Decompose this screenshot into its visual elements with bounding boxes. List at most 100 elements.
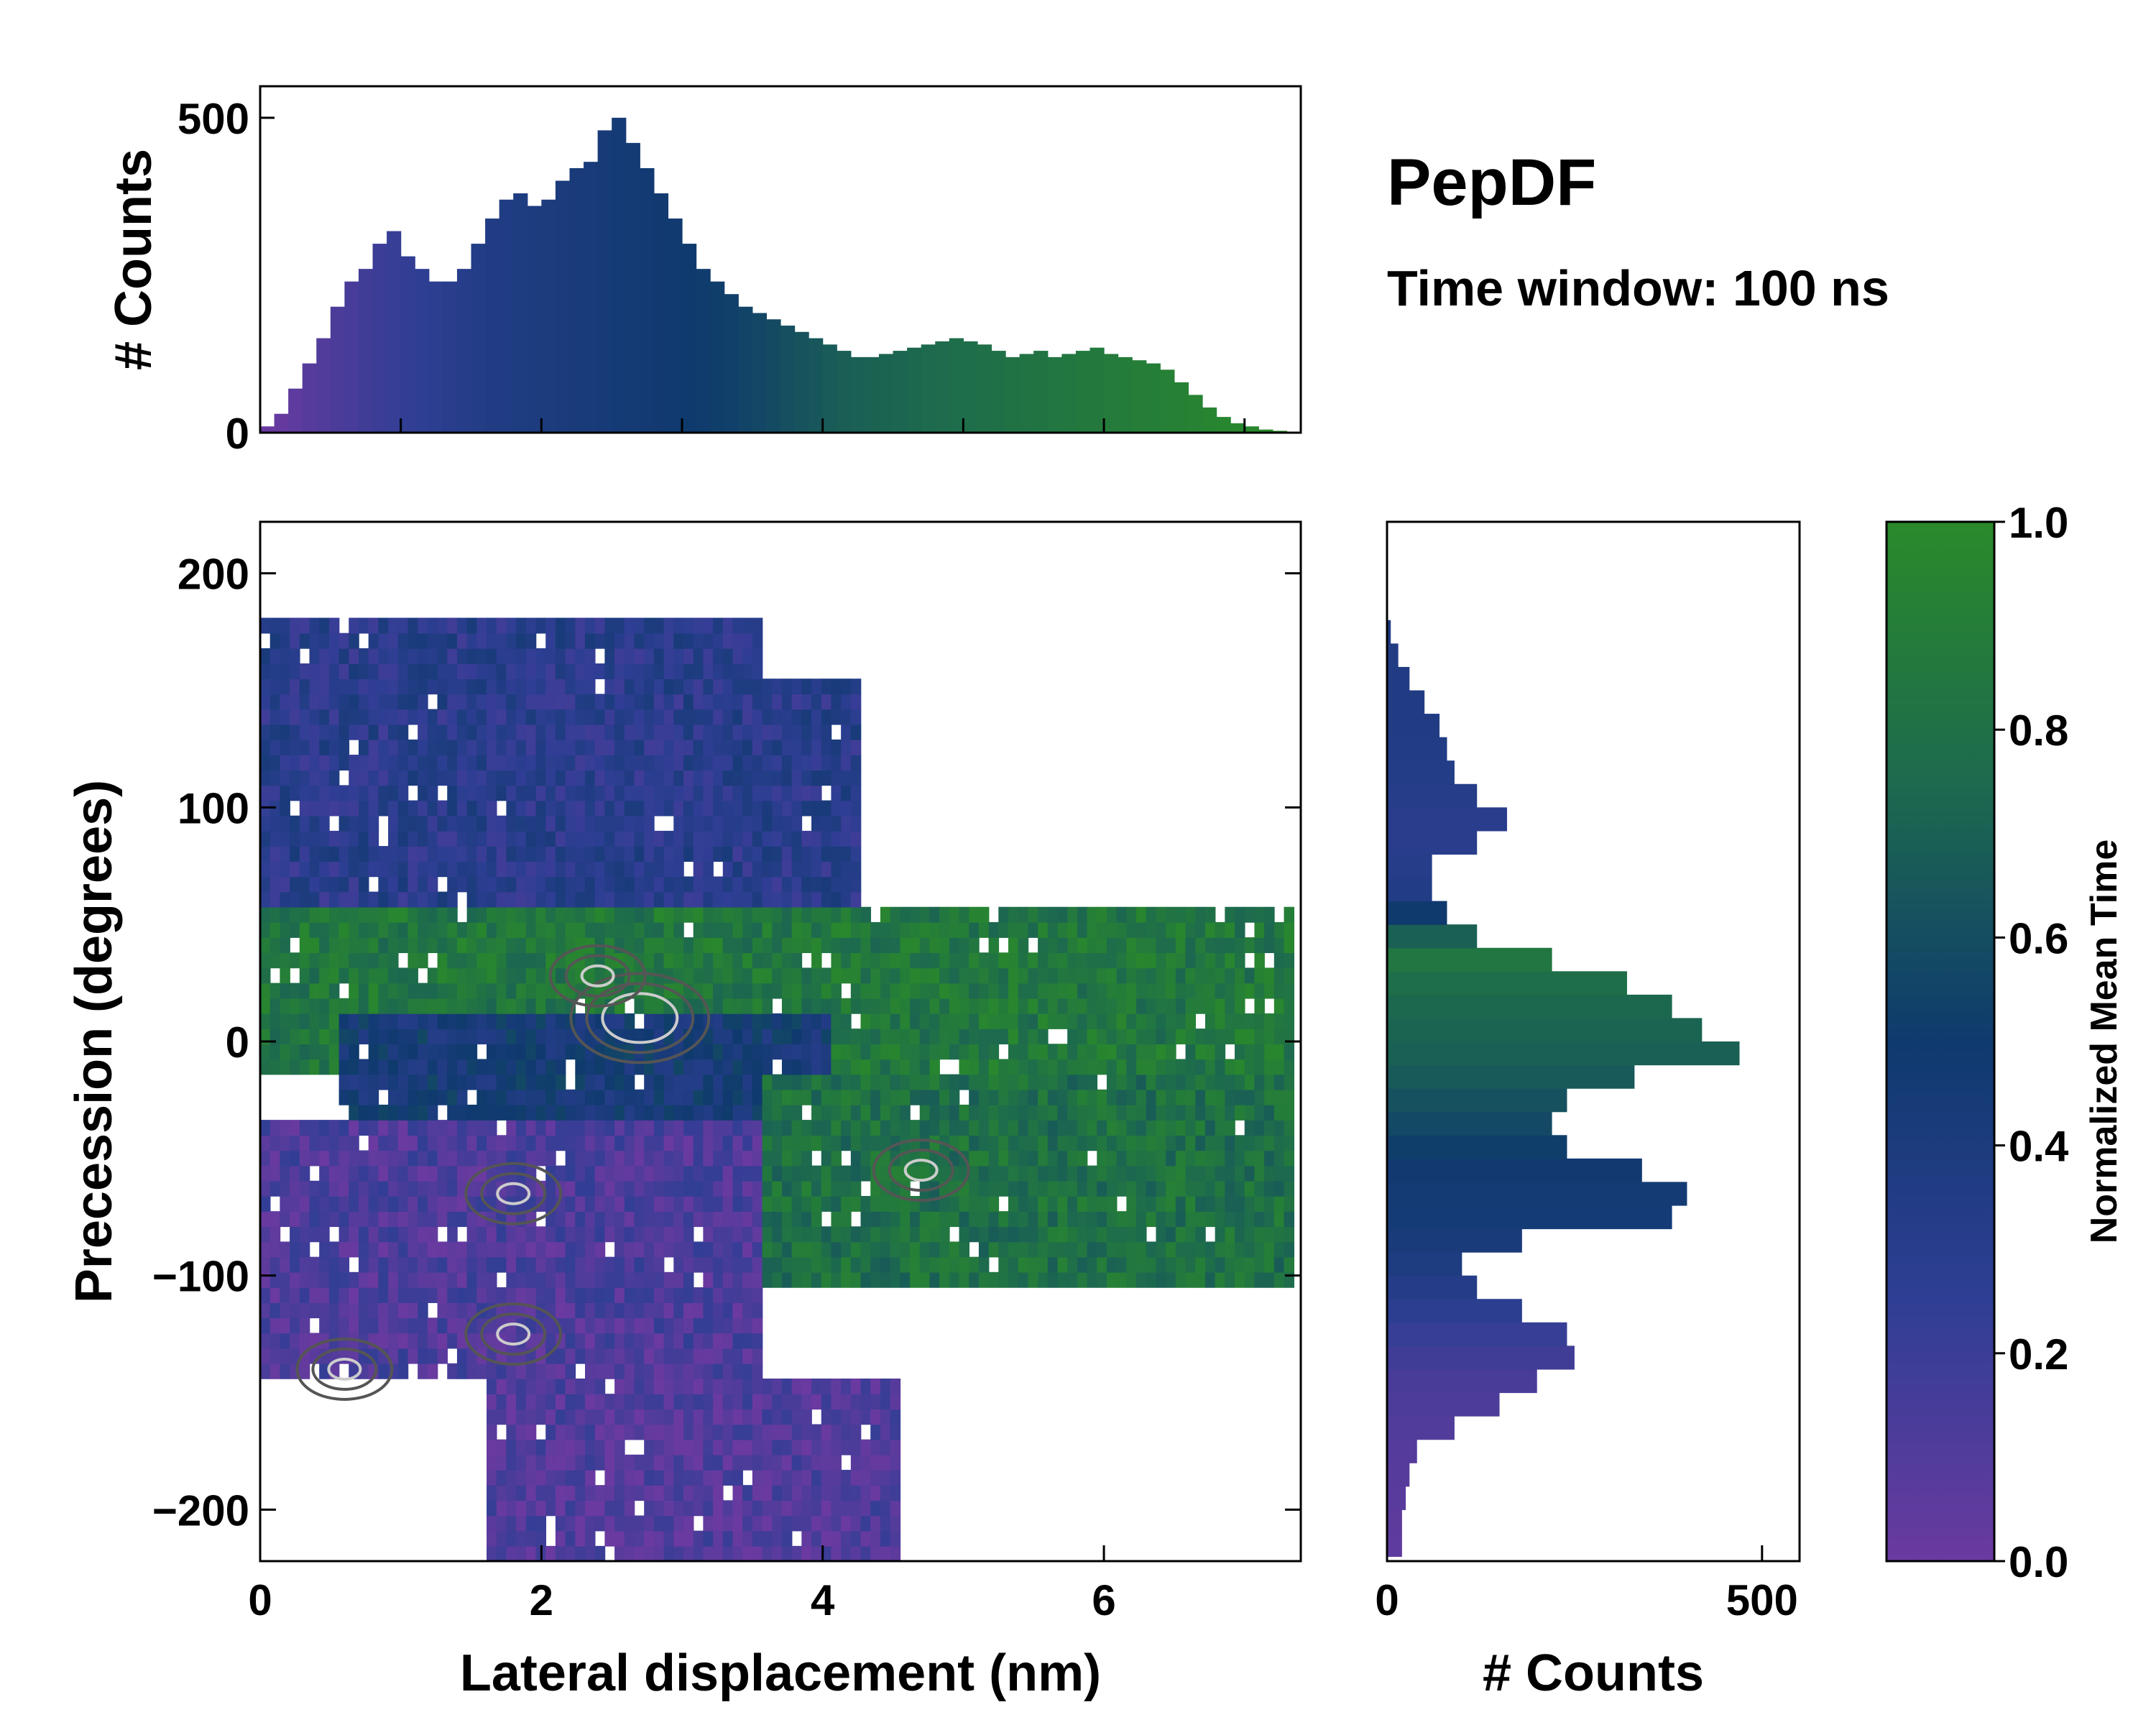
- heatmap-cell: [988, 1195, 1000, 1212]
- heatmap-cell: [742, 1287, 753, 1303]
- heatmap-cell: [525, 1545, 537, 1561]
- heatmap-cell: [525, 1394, 537, 1410]
- heatmap-cell: [939, 1165, 950, 1182]
- heatmap-cell: [358, 998, 369, 1014]
- heatmap-cell: [476, 1120, 487, 1136]
- heatmap-cell: [555, 891, 566, 908]
- heatmap-cell: [1106, 1180, 1118, 1197]
- heatmap-cell: [378, 861, 389, 878]
- heatmap-cell: [841, 1256, 852, 1273]
- heatmap-cell: [328, 1150, 340, 1167]
- heatmap-cell: [594, 1120, 606, 1136]
- heatmap-cell: [427, 815, 438, 832]
- heatmap-cell: [368, 846, 379, 862]
- heatmap-cell: [437, 983, 448, 999]
- heatmap-cell: [1273, 998, 1285, 1014]
- heatmap-cell: [319, 663, 330, 680]
- heatmap-cell: [1087, 906, 1098, 923]
- heatmap-cell: [1038, 921, 1049, 938]
- heatmap-cell: [1038, 1226, 1049, 1243]
- heatmap-cell: [418, 724, 428, 740]
- heatmap-cell: [624, 921, 635, 938]
- heatmap-cell: [575, 1545, 586, 1561]
- heatmap-cell: [565, 921, 576, 938]
- heatmap-cell: [309, 678, 320, 695]
- heatmap-cell: [870, 937, 881, 954]
- heatmap-cell: [614, 861, 625, 878]
- heatmap-cell: [555, 1485, 566, 1501]
- heatmap-cell: [1047, 952, 1059, 969]
- heatmap-cell: [732, 694, 743, 710]
- heatmap-cell: [693, 678, 704, 695]
- heatmap-cell: [565, 632, 576, 649]
- heatmap-cell: [1185, 906, 1197, 923]
- heatmap-cell: [487, 891, 497, 908]
- heatmap-cell: [703, 1333, 714, 1349]
- heatmap-cell: [663, 952, 675, 969]
- heatmap-cell: [565, 678, 576, 695]
- heatmap-cell: [762, 846, 773, 862]
- heatmap-cell: [575, 921, 586, 938]
- heatmap-cell: [525, 1287, 537, 1303]
- heatmap-cell: [1087, 1044, 1098, 1060]
- heatmap-cell: [555, 1271, 566, 1288]
- heatmap-cell: [487, 678, 497, 695]
- heatmap-cell: [358, 1165, 369, 1182]
- heatmap-cell: [397, 1241, 409, 1258]
- heatmap-cell: [290, 770, 300, 786]
- heatmap-cell: [260, 861, 271, 878]
- heatmap-cell: [516, 1241, 527, 1258]
- heatmap-cell: [280, 876, 290, 893]
- heatmap-cell: [1244, 1271, 1256, 1288]
- heatmap-cell: [1067, 1180, 1078, 1197]
- heatmap-cell: [850, 1271, 862, 1288]
- heatmap-cell: [280, 952, 290, 969]
- heatmap-cell: [476, 1363, 487, 1379]
- heatmap-cell: [309, 983, 320, 999]
- heatmap-cell: [1215, 1013, 1226, 1029]
- heatmap-cell: [290, 1013, 300, 1029]
- heatmap-cell: [880, 1044, 891, 1060]
- heatmap-cell: [456, 800, 468, 816]
- heatmap-cell: [525, 1256, 537, 1273]
- heatmap-cell: [407, 1029, 418, 1045]
- heatmap-cell: [585, 1302, 596, 1319]
- heatmap-cell: [900, 967, 911, 984]
- heatmap-cell: [407, 1135, 418, 1151]
- heatmap-cell: [703, 1104, 714, 1121]
- heatmap-cell: [742, 1104, 753, 1121]
- heatmap-cell: [880, 937, 891, 954]
- heatmap-cell: [762, 1409, 773, 1425]
- heatmap-cell: [1244, 1074, 1256, 1090]
- heatmap-cell: [418, 1013, 428, 1029]
- heatmap-cell: [624, 906, 635, 923]
- heatmap-cell: [1067, 1271, 1078, 1288]
- heatmap-cell: [1244, 1135, 1256, 1151]
- heatmap-cell: [1077, 1271, 1088, 1288]
- heatmap-cell: [821, 1454, 832, 1471]
- heatmap-cell: [781, 1104, 793, 1121]
- heatmap-cell: [555, 921, 566, 938]
- heatmap-cell: [722, 921, 734, 938]
- heatmap-cell: [1225, 1089, 1235, 1105]
- heatmap-cell: [338, 1195, 350, 1212]
- heatmap-cell: [358, 694, 369, 710]
- heatmap-cell: [693, 921, 704, 938]
- heatmap-cell: [801, 1378, 812, 1394]
- heatmap-cell: [290, 876, 300, 893]
- heatmap-cell: [427, 998, 438, 1014]
- heatmap-cell: [624, 1287, 635, 1303]
- heatmap-cell: [1156, 1256, 1166, 1273]
- heatmap-cell: [338, 921, 350, 938]
- heatmap-cell: [722, 1317, 734, 1334]
- heatmap-cell: [880, 1013, 891, 1029]
- heatmap-cell: [349, 1074, 359, 1090]
- heatmap-cell: [1136, 1044, 1147, 1060]
- heatmap-cell: [1126, 998, 1137, 1014]
- heatmap-cell: [860, 952, 872, 969]
- heatmap-cell: [397, 815, 409, 832]
- heatmap-cell: [703, 755, 714, 771]
- heatmap-cell: [1185, 1165, 1197, 1182]
- heatmap-cell: [850, 800, 862, 816]
- heatmap-cell: [290, 952, 300, 969]
